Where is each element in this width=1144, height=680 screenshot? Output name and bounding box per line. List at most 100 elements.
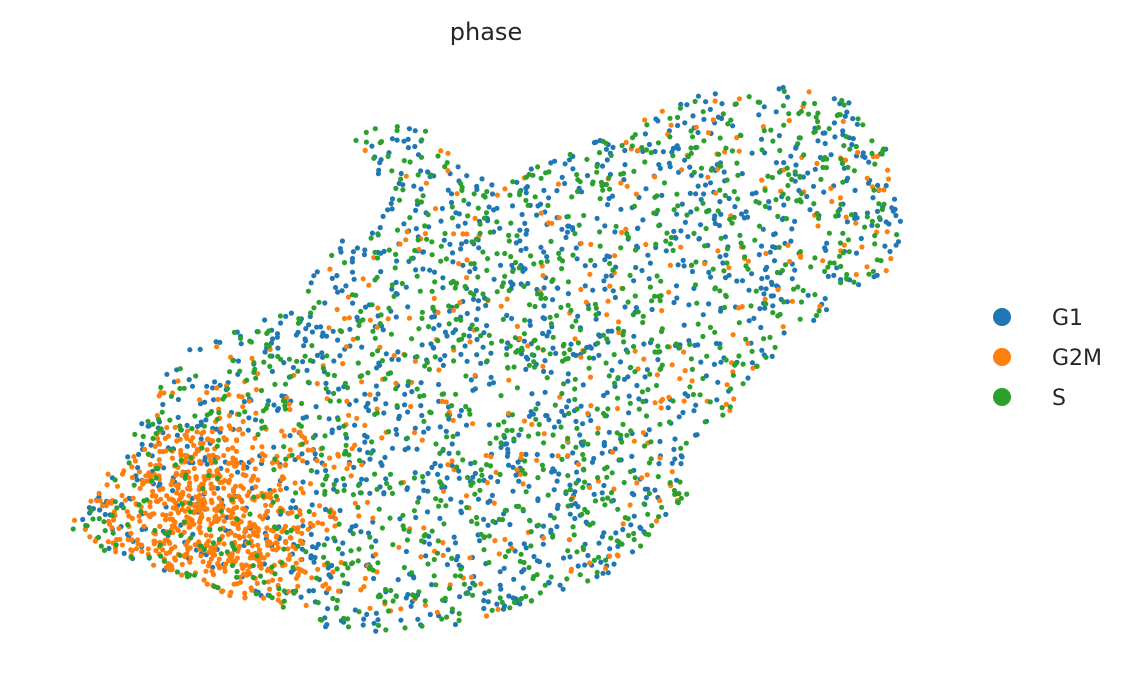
data-point-s	[763, 301, 769, 307]
data-point-g2m	[267, 586, 273, 592]
data-point-s	[663, 238, 669, 244]
data-point-s	[356, 546, 362, 552]
data-point-g1	[686, 302, 692, 308]
data-point-g1	[436, 381, 442, 388]
data-point-s	[772, 344, 778, 350]
data-point-g2m	[163, 448, 169, 454]
data-point-s	[674, 491, 680, 497]
data-point-g2m	[314, 381, 320, 387]
data-point-s	[282, 406, 288, 412]
data-point-g1	[415, 616, 421, 622]
data-point-g1	[865, 180, 872, 186]
data-point-g2m	[644, 472, 650, 478]
data-point-g1	[617, 359, 624, 365]
data-point-g1	[667, 164, 673, 170]
data-point-s	[532, 303, 538, 310]
data-point-s	[155, 416, 162, 422]
data-point-s	[467, 411, 473, 417]
data-point-g1	[527, 318, 533, 324]
data-point-g2m	[633, 191, 640, 197]
data-point-g1	[420, 249, 427, 255]
data-point-s	[815, 124, 822, 131]
data-point-g1	[717, 199, 723, 205]
data-point-g2m	[246, 398, 252, 404]
data-point-g2m	[178, 450, 184, 456]
data-point-s	[876, 201, 882, 207]
data-point-s	[424, 359, 430, 365]
data-point-g2m	[105, 539, 111, 545]
data-point-g1	[679, 201, 685, 207]
data-point-g2m	[223, 437, 229, 443]
data-point-g1	[429, 582, 435, 588]
data-point-g1	[367, 490, 373, 496]
data-point-g1	[606, 254, 613, 260]
data-point-g2m	[295, 525, 301, 531]
data-point-g1	[575, 313, 581, 319]
data-point-g1	[507, 541, 513, 547]
data-point-g2m	[176, 482, 182, 488]
data-point-s	[805, 111, 812, 117]
data-point-g1	[684, 102, 690, 108]
data-point-g1	[560, 555, 567, 561]
data-point-s	[646, 532, 652, 538]
data-point-s	[114, 505, 120, 511]
data-point-s	[592, 301, 599, 307]
data-point-g2m	[820, 258, 826, 264]
data-point-g1	[825, 273, 831, 279]
data-point-g1	[383, 401, 389, 407]
data-point-g1	[314, 352, 321, 358]
data-point-g2m	[188, 438, 194, 444]
data-point-s	[231, 546, 238, 552]
data-point-g2m	[249, 476, 255, 482]
data-point-g1	[696, 235, 703, 242]
data-point-g2m	[253, 524, 259, 531]
data-point-s	[782, 262, 789, 268]
data-point-g2m	[87, 534, 93, 540]
data-point-s	[629, 143, 635, 149]
data-point-g2m	[147, 461, 153, 468]
data-point-s	[369, 351, 375, 357]
data-point-g2m	[170, 505, 176, 511]
data-point-s	[475, 274, 481, 280]
data-point-s	[485, 256, 491, 262]
data-point-s	[632, 475, 638, 481]
data-point-g1	[840, 128, 846, 134]
data-point-s	[365, 370, 371, 376]
data-point-g1	[541, 187, 547, 193]
data-point-g1	[394, 137, 400, 143]
data-point-g1	[523, 190, 529, 196]
data-point-g1	[776, 133, 783, 139]
data-point-s	[477, 221, 483, 227]
data-point-g1	[252, 417, 259, 423]
data-point-g1	[823, 307, 830, 313]
data-point-s	[675, 114, 681, 120]
data-point-g1	[202, 399, 208, 405]
data-point-g1	[419, 342, 425, 348]
data-point-g1	[788, 238, 794, 244]
data-point-g2m	[463, 493, 470, 499]
data-point-g2m	[287, 406, 293, 413]
data-point-s	[597, 243, 603, 249]
data-point-g1	[452, 540, 459, 546]
data-point-g2m	[208, 486, 214, 492]
data-point-s	[631, 537, 637, 543]
data-point-s	[671, 207, 677, 213]
data-point-g1	[760, 226, 766, 232]
data-point-g2m	[237, 579, 244, 585]
data-point-g2m	[249, 587, 255, 593]
data-point-g1	[612, 294, 619, 301]
data-point-g1	[509, 203, 516, 209]
data-point-g2m	[358, 587, 364, 593]
data-point-g1	[290, 498, 296, 504]
data-point-s	[712, 329, 718, 335]
data-point-s	[704, 353, 710, 359]
data-point-g2m	[111, 517, 117, 523]
data-point-s	[581, 212, 587, 219]
data-point-g1	[631, 278, 637, 284]
data-point-s	[444, 434, 450, 440]
data-point-s	[465, 213, 471, 219]
data-point-s	[618, 245, 624, 251]
data-point-g2m	[362, 147, 368, 153]
data-point-g1	[544, 333, 550, 339]
data-point-g1	[308, 555, 314, 561]
